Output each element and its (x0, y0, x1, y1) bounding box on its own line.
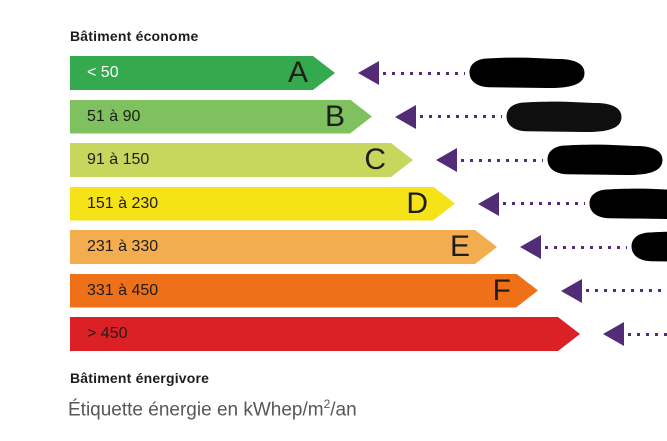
rating-pointer (603, 318, 667, 350)
caption-superscript: 2 (323, 397, 331, 411)
energy-bar: 231 à 330 E (70, 230, 497, 264)
arrow-left-icon (603, 322, 624, 346)
dotted-line (545, 245, 627, 249)
arrow-left-icon (561, 278, 582, 303)
energy-bar: 91 à 150 C (70, 143, 413, 177)
rating-pointer (520, 231, 667, 263)
dotted-line (503, 202, 585, 205)
dotted-line (461, 158, 543, 162)
energy-bar-row-b: 51 à 90 B (70, 100, 667, 134)
caption-etiquette-energie: Étiquette énergie en kWhep/m2/an (68, 397, 357, 421)
energy-bar: > 450 (70, 317, 580, 351)
redacted-value (631, 231, 667, 262)
caption-tail: /an (330, 399, 357, 421)
energy-bar-row-a: < 50 A (70, 56, 667, 90)
energy-class-letter: C (364, 143, 386, 176)
energy-range-label: 231 à 330 (87, 238, 159, 255)
dotted-line (420, 115, 502, 118)
energy-range-label: 151 à 230 (87, 194, 159, 212)
caption-text: Étiquette énergie en kWhep/m (68, 399, 324, 421)
energy-range-label: 51 à 90 (87, 107, 141, 125)
energy-bar: 51 à 90 B (70, 100, 372, 134)
redacted-value (506, 101, 622, 132)
energy-class-letter: A (287, 56, 308, 89)
energy-bar-row-d: 151 à 230 D (70, 187, 667, 221)
arrow-left-icon (478, 191, 499, 216)
energy-class-letter: D (406, 186, 428, 220)
rating-pointer (561, 275, 667, 307)
energy-range-label: 91 à 150 (87, 151, 150, 168)
energy-range-label: < 50 (87, 64, 119, 81)
label-batiment-econome: Bâtiment économe (70, 28, 199, 44)
energy-bar-row-f: 331 à 450 F (70, 274, 667, 308)
redacted-value (547, 144, 663, 176)
rating-pointer (478, 188, 667, 220)
redacted-value (589, 188, 667, 219)
energy-bar: < 50 A (70, 56, 335, 90)
energy-bar: 151 à 230 D (70, 187, 455, 221)
dotted-line (586, 289, 667, 292)
energy-bar-row-c: 91 à 150 C (70, 143, 667, 177)
arrow-left-icon (358, 61, 379, 85)
energy-scale: < 50 A 51 à 90 B 91 à 150 C (70, 56, 667, 351)
energy-class-letter: E (449, 230, 470, 263)
energy-range-label: > 450 (87, 325, 128, 342)
energy-class-letter: B (324, 99, 345, 133)
dotted-line (628, 332, 667, 336)
rating-pointer (436, 144, 665, 176)
energy-bar: 331 à 450 F (70, 274, 538, 308)
energy-bar-row-g: > 450 (70, 317, 667, 351)
arrow-left-icon (436, 148, 457, 172)
arrow-left-icon (395, 104, 416, 129)
dotted-line (383, 71, 465, 75)
energy-bar-row-e: 231 à 330 E (70, 230, 667, 264)
energy-range-label: 331 à 450 (87, 281, 159, 299)
redacted-value (469, 57, 585, 89)
label-batiment-energivore: Bâtiment énergivore (70, 370, 210, 386)
rating-pointer (395, 101, 624, 133)
energy-class-letter: F (492, 273, 511, 307)
rating-pointer (358, 57, 587, 89)
arrow-left-icon (520, 235, 541, 259)
